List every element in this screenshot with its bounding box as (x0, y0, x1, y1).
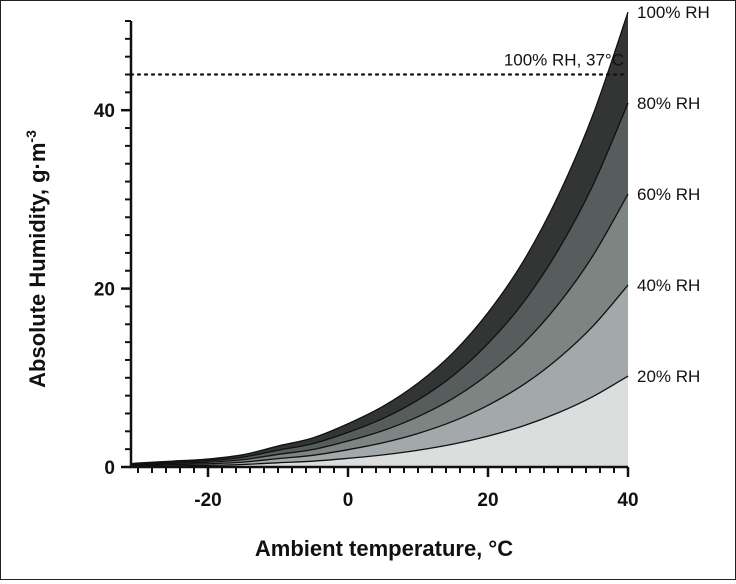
y-axis-label: Absolute Humidity, g·m-3 (23, 130, 50, 388)
curve-60-rh (130, 193, 629, 466)
series-curves (130, 11, 629, 468)
y-axis-label-main: Absolute Humidity, g·m (25, 143, 50, 388)
series-label-40-rh: 40% RH (637, 276, 700, 295)
series-label-80-rh: 80% RH (637, 94, 700, 113)
area-40-rh (131, 285, 628, 467)
axes: 0 20 40 -20 0 20 40 (94, 20, 639, 511)
reference-line-group: 100% RH, 37°C (129, 51, 630, 76)
series-label-20-rh: 20% RH (637, 367, 700, 386)
curve-40-rh (130, 284, 629, 467)
series-label-60-rh: 60% RH (637, 185, 700, 204)
area-20-rh (131, 376, 628, 467)
curve-80-rh (130, 102, 629, 466)
series-labels: 20% RH 40% RH 60% RH 80% RH 100% RH (637, 3, 710, 386)
x-axis-label: Ambient temperature, °C (255, 536, 513, 561)
curve-100-rh (130, 11, 629, 465)
area-fills (131, 12, 628, 467)
reference-line-label: 100% RH, 37°C (504, 51, 624, 70)
x-tick-label: 0 (343, 490, 354, 511)
y-tick-label: 20 (94, 280, 115, 301)
series-label-100-rh: 100% RH (637, 3, 710, 22)
x-tick-label: 20 (477, 490, 498, 511)
y-axis-label-superscript: -3 (23, 130, 39, 143)
y-tick-label: 40 (94, 101, 115, 122)
x-tick-label: 40 (617, 490, 638, 511)
x-tick-label: -20 (194, 490, 221, 511)
y-tick-label: 0 (104, 458, 115, 479)
curve-20-rh (130, 375, 629, 468)
